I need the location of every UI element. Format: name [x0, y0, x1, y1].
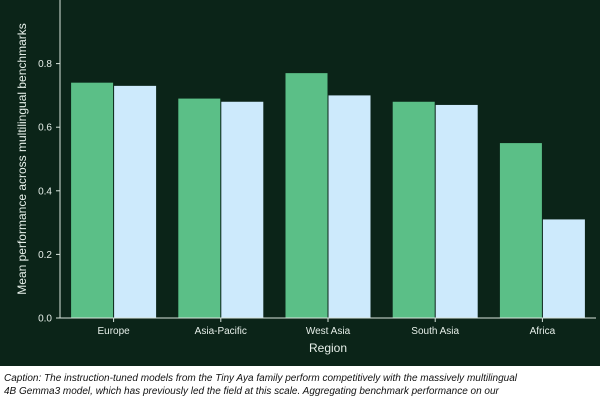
y-tick-label: 0.4	[38, 186, 52, 197]
x-tick-label: Africa	[530, 326, 556, 337]
x-tick-label: Europe	[97, 326, 130, 337]
caption-line-1: Caption: The instruction-tuned models fr…	[4, 373, 517, 384]
bar-series2-south-asia	[435, 104, 478, 318]
y-axis-title: Mean performance across multilingual ben…	[15, 23, 29, 294]
figure-caption: Caption: The instruction-tuned models fr…	[4, 372, 596, 398]
bar-series1-europe	[71, 82, 114, 319]
y-tick-label: 0.2	[38, 250, 52, 261]
y-ticks-group: 0.0 0.2 0.4 0.6 0.8	[38, 59, 60, 325]
bar-series1-asia-pacific	[178, 98, 221, 318]
x-ticks-group: Europe Asia-Pacific West Asia South Asia Afr…	[97, 318, 556, 337]
bar-series2-europe	[114, 85, 157, 318]
x-tick-label: Asia-Pacific	[195, 326, 247, 337]
x-tick-label: South Asia	[411, 326, 459, 337]
bar-series2-west-asia	[328, 95, 371, 319]
chart-panel: 0.0 0.2 0.4 0.6 0.8 Europe Asia-Pacific West A…	[0, 0, 600, 366]
y-tick-label: 0.0	[38, 314, 52, 325]
bar-series2-africa	[542, 219, 585, 318]
bar-chart: 0.0 0.2 0.4 0.6 0.8 Europe Asia-Pacific West A…	[15, 0, 596, 355]
x-axis-title: Region	[309, 341, 347, 355]
y-tick-label: 0.6	[38, 123, 52, 134]
y-tick-label: 0.8	[38, 59, 52, 70]
bars-group	[71, 73, 585, 319]
bar-series1-south-asia	[392, 101, 435, 318]
bar-series1-west-asia	[285, 73, 328, 318]
bar-series1-africa	[499, 143, 542, 318]
bar-series2-asia-pacific	[221, 101, 264, 318]
x-tick-label: West Asia	[306, 326, 351, 337]
caption-line-2: 4B Gemma3 model, which has previously le…	[4, 386, 499, 397]
